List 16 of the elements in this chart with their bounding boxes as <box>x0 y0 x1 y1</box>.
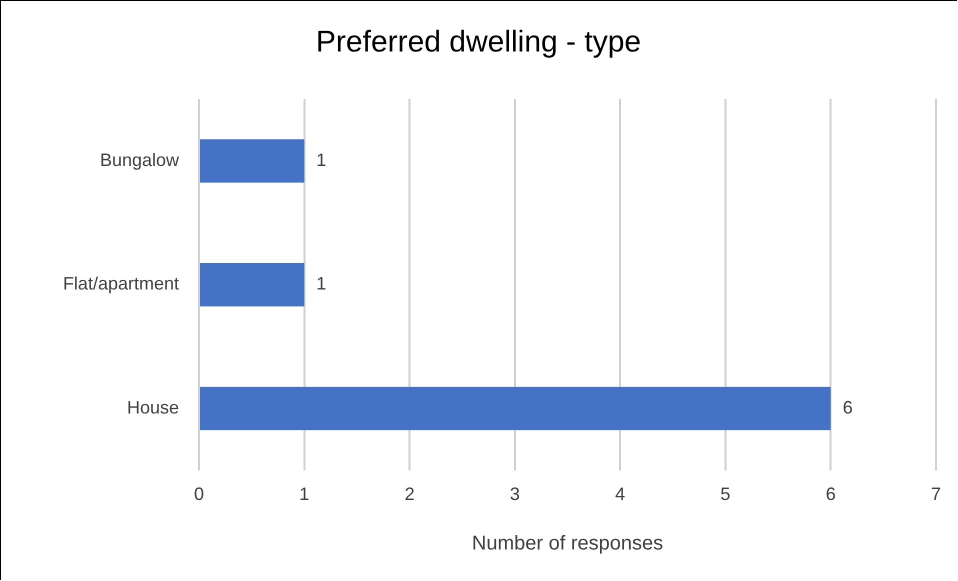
x-tick-label: 6 <box>826 484 836 504</box>
x-tick-label: 5 <box>720 484 730 504</box>
y-tick-label: Flat/apartment <box>62 274 179 294</box>
data-label: 1 <box>316 150 326 170</box>
data-label: 6 <box>842 397 853 418</box>
y-tick-label: House <box>126 397 179 418</box>
data-label: 1 <box>316 274 326 294</box>
x-tick-label: 1 <box>299 484 310 504</box>
y-tick-label: Bungalow <box>100 150 180 170</box>
x-tick-label: 4 <box>615 484 626 504</box>
x-tick-label: 0 <box>194 484 204 504</box>
x-axis-title: Number of responses <box>472 532 664 555</box>
x-tick-label: 2 <box>404 484 415 504</box>
x-tick-label: 3 <box>510 484 520 504</box>
x-tick-label: 7 <box>930 484 942 504</box>
chart-title: Preferred dwelling - type <box>316 25 642 58</box>
